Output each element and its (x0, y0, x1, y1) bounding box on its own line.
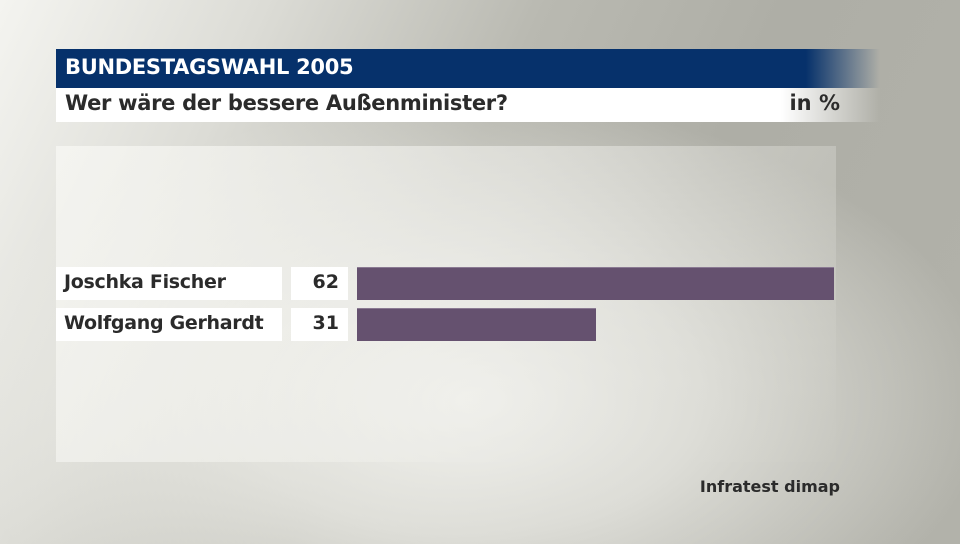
source-label: Infratest dimap (699, 477, 840, 496)
chart-title: BUNDESTAGSWAHL 2005 (65, 55, 354, 79)
chart-question: Wer wäre der bessere Außenminister? (65, 91, 508, 115)
subtitle-bar: Wer wäre der bessere Außenminister? in % (56, 88, 880, 122)
bar (357, 267, 834, 300)
bar (357, 308, 596, 341)
value-label-box: 31 (291, 308, 348, 341)
category-label: Joschka Fischer (64, 271, 226, 293)
value-label-box: 62 (291, 267, 348, 300)
category-label-box: Wolfgang Gerhardt (56, 308, 282, 341)
bar-row: Wolfgang Gerhardt 31 (56, 308, 856, 341)
bar-row: Joschka Fischer 62 (56, 267, 856, 300)
category-label-box: Joschka Fischer (56, 267, 282, 300)
value-label: 31 (312, 312, 339, 334)
title-bar: BUNDESTAGSWAHL 2005 (56, 49, 880, 88)
value-label: 62 (312, 271, 339, 293)
category-label: Wolfgang Gerhardt (64, 312, 264, 334)
chart-panel (56, 146, 836, 462)
unit-label: in % (789, 91, 840, 115)
